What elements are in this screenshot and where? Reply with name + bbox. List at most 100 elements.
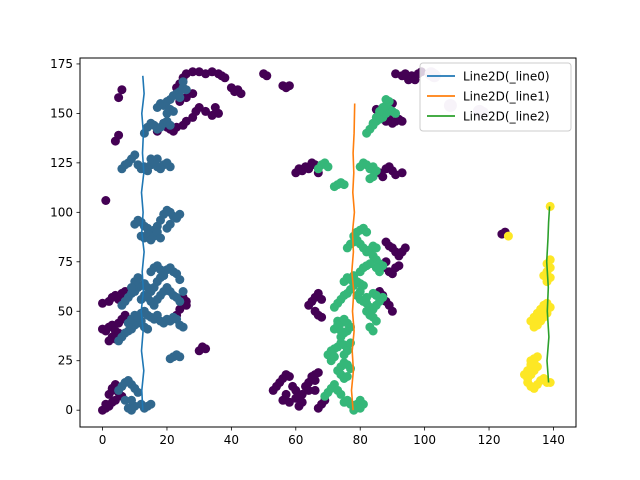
scatter-point: [342, 372, 352, 381]
y-tick-label: 0: [65, 403, 73, 417]
x-tick-label: 80: [353, 433, 368, 447]
scatter-point: [387, 306, 397, 316]
scatter-point: [545, 255, 555, 265]
scatter-point: [146, 399, 156, 409]
scatter-point: [152, 154, 162, 164]
legend-box: [419, 62, 572, 132]
scatter-point: [362, 227, 372, 237]
scatter-point: [349, 405, 359, 415]
scatter-point: [317, 294, 327, 304]
scatter-point: [236, 89, 246, 99]
x-tick-label: 0: [99, 433, 107, 447]
legend: Line2D(_line0) Line2D(_line1) Line2D(_line…: [419, 62, 572, 132]
series-line-1: [350, 103, 356, 411]
x-tick-label: 20: [159, 433, 174, 447]
scatter-point: [165, 162, 175, 172]
scatter-point: [175, 209, 185, 219]
scatter-point: [188, 67, 198, 77]
scatter-point: [520, 370, 529, 380]
scatter-point: [304, 385, 314, 395]
scatter-point: [181, 85, 191, 95]
scatter-point: [503, 231, 513, 241]
scatter-point: [310, 385, 320, 395]
scatter-point: [545, 378, 555, 387]
scatter-point: [397, 116, 407, 126]
scatter-point: [400, 69, 410, 79]
scatter-point: [210, 103, 220, 112]
scatter-point: [371, 290, 381, 300]
scatter-point: [545, 201, 555, 211]
scatter-point: [133, 273, 143, 283]
scatter-point: [127, 283, 136, 292]
scatter-point: [175, 296, 185, 306]
scatter-point: [220, 73, 230, 83]
scatter-point: [284, 372, 294, 381]
y-axis: 0 25 50 75 100 125 150 175: [50, 57, 80, 417]
scatter-point: [365, 259, 375, 269]
x-tick-label: 60: [288, 433, 303, 447]
scatter-point: [381, 95, 391, 104]
y-tick-label: 100: [50, 205, 73, 219]
scatter-point: [391, 108, 401, 118]
y-tick-label: 150: [50, 106, 73, 120]
legend-label: Line2D(_line1): [463, 90, 550, 104]
scatter-point: [178, 77, 188, 87]
scatter-point: [294, 401, 304, 411]
scatter-point: [371, 316, 381, 326]
scatter-point: [362, 292, 372, 302]
x-axis: 0 20 40 60 80 100 120 140: [99, 427, 565, 447]
scatter-point: [114, 93, 124, 103]
axes-frame: [79, 57, 577, 428]
scatter-point: [532, 352, 542, 362]
scatter-point: [117, 85, 127, 95]
x-tick-label: 100: [413, 433, 436, 447]
scatter-point: [130, 150, 140, 160]
scatter-point: [114, 130, 124, 140]
y-tick-label: 50: [58, 304, 73, 318]
x-tick-label: 120: [478, 433, 501, 447]
scatter-point: [317, 312, 327, 322]
chart-marks: [98, 67, 555, 415]
scatter-point: [143, 324, 153, 334]
scatter-point: [175, 93, 185, 103]
scatter-point: [110, 395, 120, 405]
scatter-point: [201, 106, 211, 116]
scatter-point: [178, 287, 188, 296]
scatter-point: [368, 326, 378, 336]
scatter-point: [175, 275, 185, 285]
scatter-point: [165, 219, 175, 229]
scatter-point: [181, 300, 191, 310]
series-line-0: [140, 75, 145, 411]
scatter-point: [159, 271, 169, 281]
scatter-point: [104, 336, 114, 346]
scatter-point: [165, 120, 175, 130]
scatter-point: [133, 387, 143, 397]
scatter-point: [107, 385, 117, 395]
series-line-2: [545, 206, 551, 383]
scatter-point: [201, 344, 211, 354]
scatter-point: [168, 106, 178, 116]
scatter-point: [120, 310, 130, 320]
scatter-point: [313, 368, 323, 378]
scatter-point: [175, 352, 185, 362]
y-tick-label: 175: [50, 57, 73, 71]
scatter-point: [101, 399, 111, 409]
scatter-point: [336, 326, 346, 336]
scatter-point: [284, 397, 294, 407]
scatter-point: [529, 322, 539, 332]
scatter-point: [291, 385, 301, 395]
scatter-point: [101, 196, 111, 205]
x-tick-label: 40: [224, 433, 239, 447]
scatter-point: [323, 162, 333, 172]
scatter-point: [284, 81, 294, 91]
scatter-point: [156, 233, 165, 243]
scatter-point: [297, 389, 307, 399]
scatter-point: [339, 180, 349, 190]
scatter-point: [342, 318, 352, 328]
scatter-point: [120, 395, 130, 405]
y-tick-label: 125: [50, 156, 73, 170]
scatter-point: [400, 243, 410, 253]
scatter-point: [394, 261, 404, 271]
scatter-point: [368, 118, 378, 128]
